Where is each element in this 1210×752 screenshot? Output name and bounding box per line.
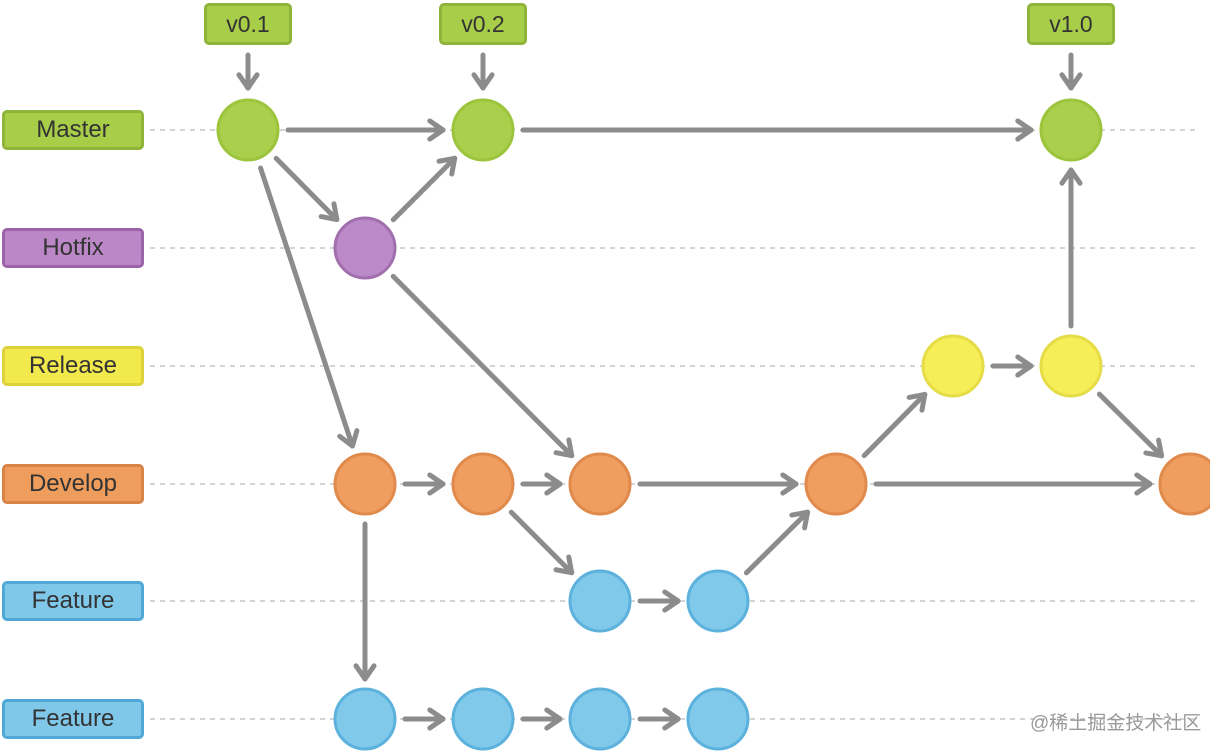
edge-arrow-head	[1015, 118, 1034, 142]
commit-node-master	[451, 98, 515, 162]
commit-node-release	[1039, 334, 1103, 398]
commit-node-feature2	[568, 687, 632, 751]
edge-arrow	[861, 391, 928, 459]
edge-arrow-head	[427, 707, 446, 731]
edge-arrow-head	[544, 472, 563, 496]
edge-arrow-head	[780, 472, 799, 496]
lane-label-feature1: Feature	[2, 581, 144, 621]
commit-node-hotfix	[333, 216, 397, 280]
lane-label-master: Master	[2, 110, 144, 150]
edge-arrow-head	[427, 118, 446, 142]
watermark: @稀土掘金技术社区	[1030, 713, 1202, 734]
edge-arrow-head	[1134, 472, 1153, 496]
commit-node-develop	[804, 452, 868, 516]
lane-label-hotfix: Hotfix	[2, 228, 144, 268]
edge-arrow	[743, 509, 811, 576]
edge-arrow-head	[1059, 167, 1083, 186]
edge-arrow-head	[662, 589, 681, 613]
commit-node-feature2	[451, 687, 515, 751]
commit-node-feature1	[686, 569, 750, 633]
edge-arrow-head	[553, 554, 575, 576]
edge-arrow	[508, 509, 575, 576]
version-tag: v0.1	[204, 3, 292, 45]
edge-arrow-head	[436, 155, 458, 177]
edge-arrow-head	[553, 437, 575, 459]
tag-arrow-head	[1059, 72, 1083, 91]
lane-label-feature2: Feature	[2, 699, 144, 739]
edge-arrow-head	[337, 428, 360, 449]
edge-arrow-head	[662, 707, 681, 731]
lane-label-develop: Develop	[2, 464, 144, 504]
commit-node-develop	[1158, 452, 1210, 516]
commit-node-feature1	[568, 569, 632, 633]
edge-arrow	[390, 273, 575, 459]
edge-arrow-head	[544, 707, 563, 731]
edge-arrow	[258, 165, 355, 449]
commit-node-develop	[568, 452, 632, 516]
commit-node-master	[1039, 98, 1103, 162]
commit-node-master	[216, 98, 280, 162]
edge-arrow	[390, 155, 458, 223]
commit-node-develop	[333, 452, 397, 516]
edge-arrow-head	[1143, 437, 1165, 459]
lane-label-release: Release	[2, 346, 144, 386]
edge-arrow	[1096, 391, 1165, 459]
commit-node-feature2	[686, 687, 750, 751]
edge-arrow	[273, 155, 340, 223]
version-tag: v0.2	[439, 3, 527, 45]
edge-arrow-head	[353, 663, 377, 682]
commit-node-feature2	[333, 687, 397, 751]
tag-arrow-head	[471, 72, 495, 91]
commit-node-release	[921, 334, 985, 398]
commit-node-develop	[451, 452, 515, 516]
version-tag: v1.0	[1027, 3, 1115, 45]
edge-arrow-head	[906, 391, 928, 413]
edge-arrow-head	[427, 472, 446, 496]
tag-arrow-head	[236, 72, 260, 91]
edge-arrow-head	[318, 201, 340, 223]
edge-arrow-head	[789, 509, 811, 531]
edge-arrow-head	[1015, 354, 1034, 378]
